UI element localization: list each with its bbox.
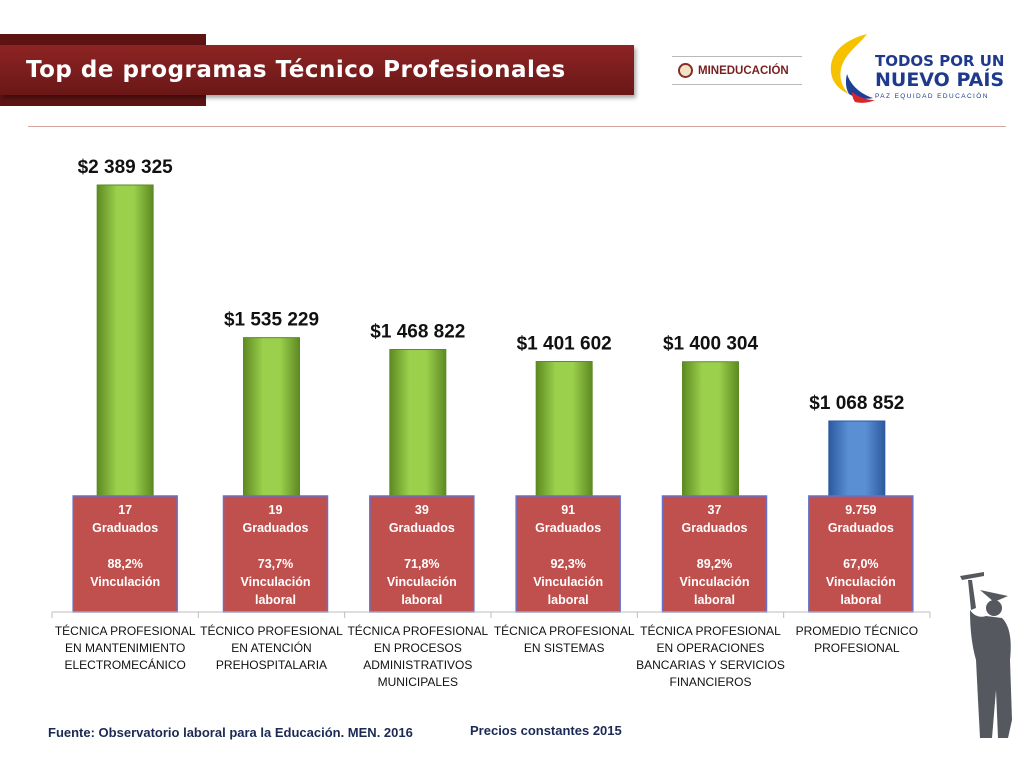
annotation-box bbox=[222, 495, 329, 613]
campaign-logo-line1: TODOS POR UN bbox=[875, 52, 1005, 70]
graduate-silhouette-icon bbox=[960, 572, 1012, 738]
category-label: TÉCNICA PROFESIONAL bbox=[494, 623, 635, 638]
category-label: BANCARIAS Y SERVICIOS bbox=[636, 658, 785, 672]
bar-value-label: $1 068 852 bbox=[809, 393, 904, 414]
slide-title: Top de programas Técnico Profesionales bbox=[26, 57, 566, 83]
source-note: Fuente: Observatorio laboral para la Edu… bbox=[48, 725, 413, 740]
category-label: TÉCNICA PROFESIONAL bbox=[640, 623, 781, 638]
bar-value-label: $1 400 304 bbox=[663, 334, 759, 355]
annotation-line: laboral bbox=[694, 593, 735, 607]
bar-value-label: $1 401 602 bbox=[517, 334, 612, 355]
category-label: ELECTROMECÁNICO bbox=[64, 657, 185, 672]
annotation-line: Graduados bbox=[92, 521, 158, 535]
annotation-line: Graduados bbox=[682, 521, 748, 535]
category-label: EN SISTEMAS bbox=[524, 641, 605, 655]
annotation-line: laboral bbox=[840, 593, 881, 607]
header-divider bbox=[28, 126, 1006, 127]
annotation-line: Vinculación bbox=[90, 575, 160, 589]
annotation-line: laboral bbox=[255, 593, 296, 607]
annotation-line: Vinculación bbox=[241, 575, 311, 589]
annotation-line: Graduados bbox=[535, 521, 601, 535]
category-label: EN ATENCIÓN bbox=[231, 640, 311, 655]
annotation-line: 39 bbox=[415, 503, 429, 517]
category-label: TÉCNICA PROFESIONAL bbox=[347, 623, 488, 638]
annotation-line: 73,7% bbox=[258, 557, 293, 571]
mineducacion-logo-text: MINEDUCACIÓN bbox=[698, 64, 789, 77]
annotation-line: Graduados bbox=[389, 521, 455, 535]
title-bar bbox=[0, 45, 634, 95]
category-label: PROMEDIO TÉCNICO bbox=[796, 623, 918, 638]
category-label: MUNICIPALES bbox=[378, 675, 458, 689]
annotation-box bbox=[72, 495, 178, 613]
annotation-box bbox=[661, 495, 768, 613]
annotation-line: Graduados bbox=[828, 521, 894, 535]
category-label: TÉCNICO PROFESIONAL bbox=[200, 623, 343, 638]
bar-value-label: $1 535 229 bbox=[224, 310, 319, 331]
coat-of-arms-icon bbox=[678, 63, 693, 78]
annotation-box bbox=[369, 495, 475, 613]
annotation-line: Vinculación bbox=[826, 575, 896, 589]
annotation-box bbox=[515, 495, 621, 613]
category-label: PREHOSPITALARIA bbox=[216, 658, 327, 672]
annotation-line: 37 bbox=[708, 503, 722, 517]
annotation-line: Vinculación bbox=[387, 575, 457, 589]
annotation-line: 17 bbox=[118, 503, 132, 517]
annotation-line: 19 bbox=[269, 503, 283, 517]
annotation-line: laboral bbox=[401, 593, 442, 607]
mineducacion-logo: MINEDUCACIÓN bbox=[672, 56, 802, 85]
category-label: PROFESIONAL bbox=[814, 641, 900, 655]
colombia-flag-swoosh-icon bbox=[830, 34, 875, 103]
annotation-line: 91 bbox=[561, 503, 575, 517]
annotation-line: 92,3% bbox=[550, 557, 585, 571]
annotation-line: Vinculación bbox=[533, 575, 603, 589]
annotation-line: 89,2% bbox=[697, 557, 732, 571]
bar-value-label: $1 468 822 bbox=[370, 322, 465, 343]
annotation-line: Graduados bbox=[243, 521, 309, 535]
annotation-line: 67,0% bbox=[843, 557, 878, 571]
category-label: FINANCIEROS bbox=[669, 675, 751, 689]
annotation-box bbox=[808, 495, 914, 613]
category-label: EN MANTENIMIENTO bbox=[65, 641, 185, 655]
annotation-line: Vinculación bbox=[680, 575, 750, 589]
category-label: TÉCNICA PROFESIONAL bbox=[55, 623, 196, 638]
annotation-line: 71,8% bbox=[404, 557, 439, 571]
annotation-line: laboral bbox=[548, 593, 589, 607]
campaign-logo-line2: NUEVO PAÍS bbox=[875, 69, 1005, 91]
bar-value-label: $2 389 325 bbox=[78, 157, 174, 178]
category-label: ADMINISTRATIVOS bbox=[363, 658, 472, 672]
todos-por-un-nuevo-pais-logo: TODOS POR UN NUEVO PAÍS PAZ EQUIDAD EDUC… bbox=[825, 32, 1005, 106]
annotation-line: 9.759 bbox=[845, 503, 876, 517]
annotation-line: 88,2% bbox=[107, 557, 142, 571]
category-label: EN PROCESOS bbox=[374, 641, 462, 655]
category-label: EN OPERACIONES bbox=[656, 641, 764, 655]
campaign-logo-tagline: PAZ EQUIDAD EDUCACIÓN bbox=[875, 93, 989, 100]
prices-note: Precios constantes 2015 bbox=[470, 723, 622, 738]
